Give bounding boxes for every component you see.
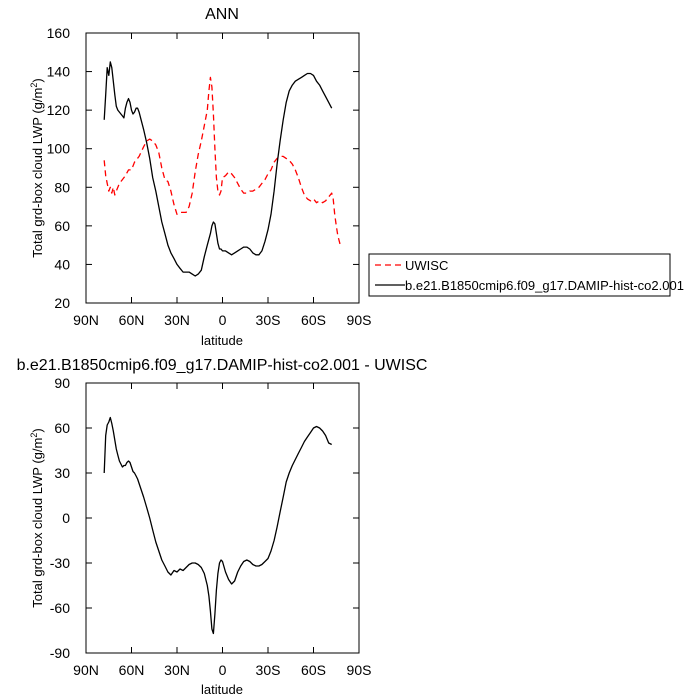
series-line-1: [103, 76, 342, 248]
y-tick-label: 60: [54, 218, 70, 234]
chart-ann: ANN 90N 60N 30N 0 30S 60S 90S 20 40 60 80 100 120 140…: [29, 6, 684, 348]
x-tick-label: 90S: [347, 312, 372, 328]
x-tick-label: 90N: [73, 662, 99, 678]
y-tick-label: -90: [50, 645, 70, 661]
y-axis-label-close: ): [30, 428, 45, 432]
y-axis-label-superscript: 2: [29, 83, 39, 88]
plot-frame: [85, 32, 360, 304]
x-tick-label: 0: [219, 662, 227, 678]
legend-label-model: b.e21.B1850cmip6.f09_g17.DAMIP-hist-co2.…: [405, 278, 684, 293]
legend: UWISC b.e21.B1850cmip6.f09_g17.DAMIP-his…: [368, 253, 684, 297]
y-tick-label: 160: [47, 25, 71, 41]
y-tick-label: 30: [54, 465, 70, 481]
legend-label-uwisc: UWISC: [405, 258, 448, 273]
y-tick-label: -30: [50, 555, 70, 571]
y-axis-label-superscript: 2: [29, 433, 39, 438]
y-tick-label: 80: [54, 179, 70, 195]
y-tick-label: 40: [54, 256, 70, 272]
y-axis-label: Total grd-box cloud LWP (g/m2): [29, 428, 45, 607]
series-line-1: [103, 416, 332, 635]
x-tick-label: 30S: [256, 312, 281, 328]
x-tick-label: 90N: [73, 312, 99, 328]
x-axis-label: latitude: [201, 333, 243, 348]
x-tick-label: 30S: [256, 662, 281, 678]
x-tick-label: 60N: [119, 662, 145, 678]
y-axis-label-text: Total grd-box cloud LWP (g/m: [30, 88, 45, 258]
tick-labels: 90N 60N 30N 0 30S 60S 90S 20 40 60 80 100 120 140 160: [47, 25, 372, 328]
y-tick-label: -60: [50, 600, 70, 616]
series-lines: [103, 61, 342, 277]
y-axis-label-text: Total grd-box cloud LWP (g/m: [30, 438, 45, 608]
y-axis-label-close: ): [30, 78, 45, 82]
chart-title: b.e21.B1850cmip6.f09_g17.DAMIP-hist-co2.…: [17, 357, 428, 374]
tick-labels: 90N 60N 30N 0 30S 60S 90S -90 -60 -30 0 30 60 90: [50, 375, 372, 678]
series-lines: [103, 416, 332, 635]
legend-box: [368, 253, 671, 297]
tick-marks: [85, 32, 360, 304]
y-axis-label: Total grd-box cloud LWP (g/m2): [29, 78, 45, 257]
x-tick-label: 0: [219, 312, 227, 328]
chart-difference: b.e21.B1850cmip6.f09_g17.DAMIP-hist-co2.…: [17, 357, 428, 697]
x-tick-label: 90S: [347, 662, 372, 678]
y-tick-label: 60: [54, 420, 70, 436]
chart-title: ANN: [205, 6, 239, 23]
x-tick-label: 60S: [301, 312, 326, 328]
y-tick-label: 120: [47, 102, 71, 118]
series-line-2: [103, 61, 333, 277]
x-tick-label: 30N: [164, 662, 190, 678]
tick-marks: [85, 382, 360, 654]
x-tick-label: 60S: [301, 662, 326, 678]
plot-frame: [85, 382, 360, 654]
x-axis-label: latitude: [201, 682, 243, 697]
y-tick-label: 140: [47, 64, 71, 80]
y-tick-label: 20: [54, 295, 70, 311]
y-tick-label: 100: [47, 141, 71, 157]
y-tick-label: 0: [62, 510, 70, 526]
y-tick-label: 90: [54, 375, 70, 391]
x-tick-label: 60N: [119, 312, 145, 328]
x-tick-label: 30N: [164, 312, 190, 328]
